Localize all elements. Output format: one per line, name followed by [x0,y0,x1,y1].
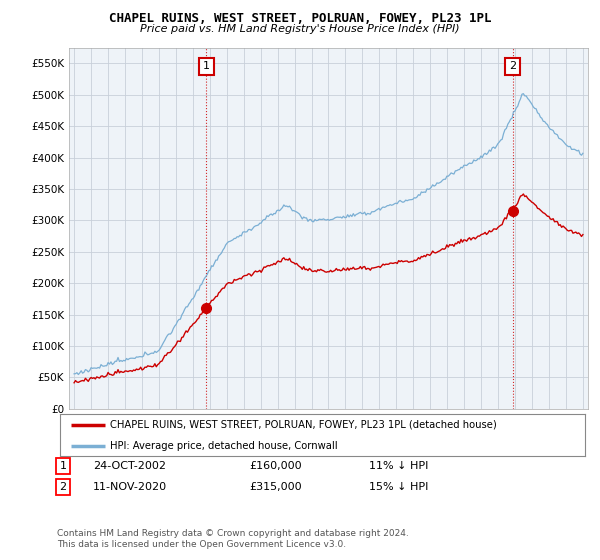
Text: HPI: Average price, detached house, Cornwall: HPI: Average price, detached house, Corn… [110,441,337,451]
Text: 11% ↓ HPI: 11% ↓ HPI [369,461,428,471]
Text: 2: 2 [59,482,67,492]
Text: £315,000: £315,000 [249,482,302,492]
Text: CHAPEL RUINS, WEST STREET, POLRUAN, FOWEY, PL23 1PL: CHAPEL RUINS, WEST STREET, POLRUAN, FOWE… [109,12,491,25]
Text: Contains HM Land Registry data © Crown copyright and database right 2024.
This d: Contains HM Land Registry data © Crown c… [57,529,409,549]
Text: Price paid vs. HM Land Registry's House Price Index (HPI): Price paid vs. HM Land Registry's House … [140,24,460,34]
Text: 24-OCT-2002: 24-OCT-2002 [93,461,166,471]
Text: 11-NOV-2020: 11-NOV-2020 [93,482,167,492]
Text: 2: 2 [509,62,516,72]
Text: CHAPEL RUINS, WEST STREET, POLRUAN, FOWEY, PL23 1PL (detached house): CHAPEL RUINS, WEST STREET, POLRUAN, FOWE… [110,420,497,430]
Text: 1: 1 [59,461,67,471]
Text: £160,000: £160,000 [249,461,302,471]
Text: 15% ↓ HPI: 15% ↓ HPI [369,482,428,492]
Text: 1: 1 [203,62,210,72]
